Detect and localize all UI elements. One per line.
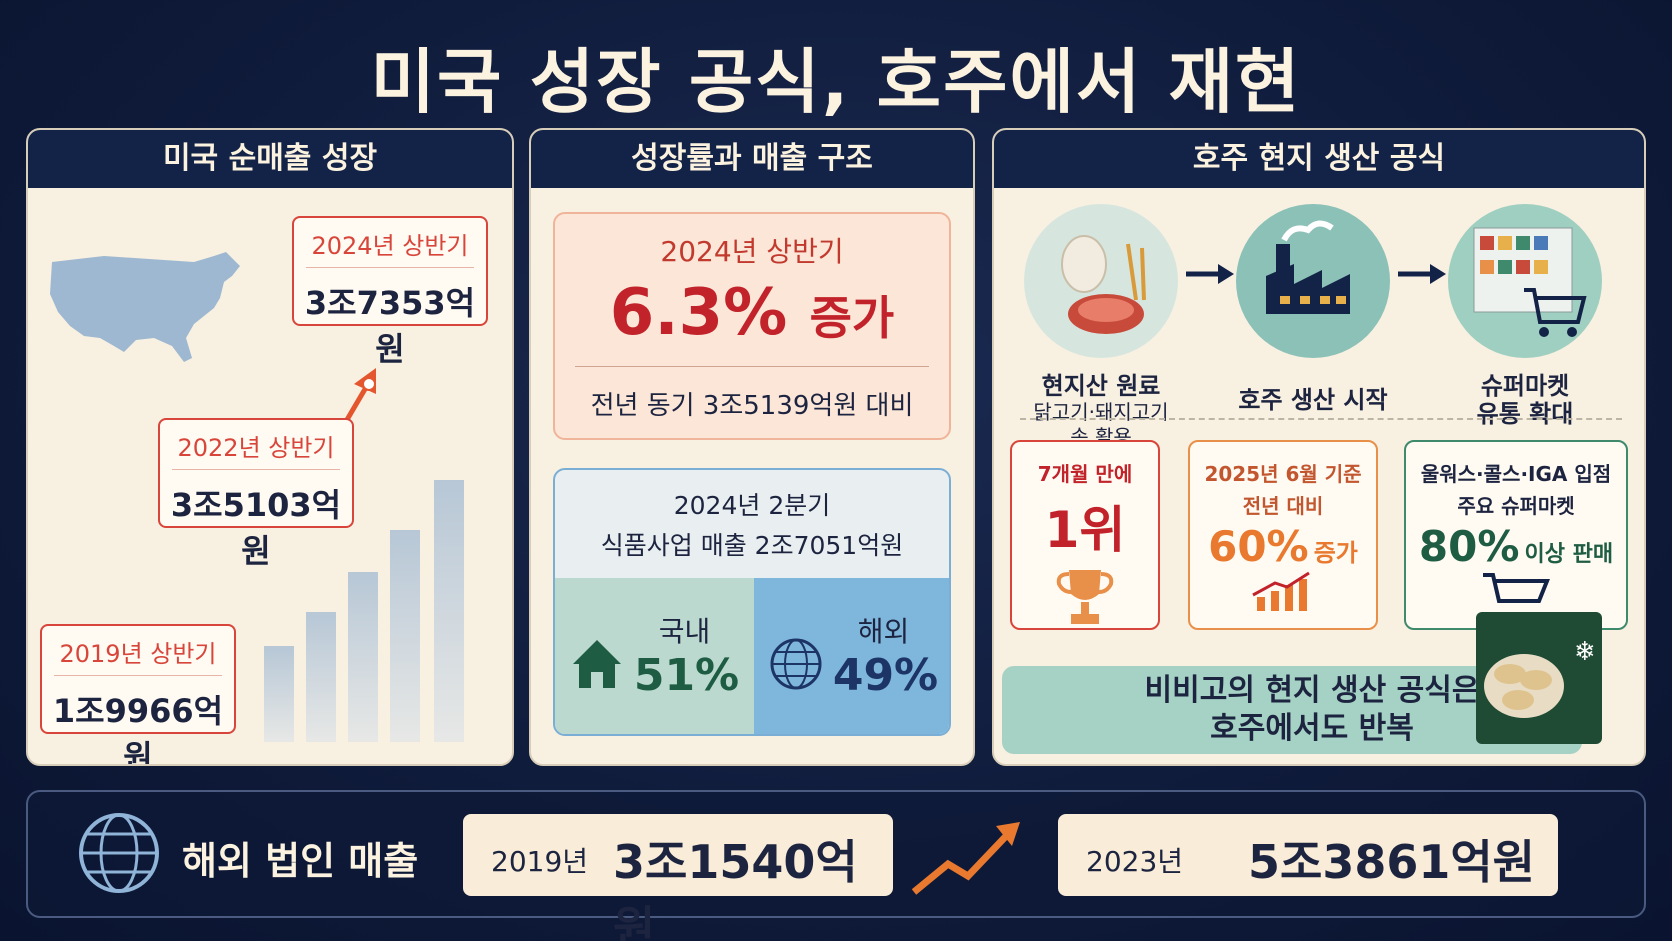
growth-suffix: 증가 bbox=[809, 291, 895, 345]
summary-line: 비비고의 현지 생산 공식은 bbox=[1144, 673, 1480, 708]
arrow-right-icon bbox=[1398, 264, 1446, 284]
sales-structure-box: 2024년 2분기 식품사업 매출 2조7051억원 국내 51% 해외 49% bbox=[553, 468, 951, 736]
stat-top: 2025년 6월 기준 전년 대비 bbox=[1190, 442, 1376, 522]
overseas-revenue-label: 해외 법인 매출 bbox=[182, 839, 419, 883]
growth-rate-box: 2024년 상반기 6.3% 증가 전년 동기 3조5139억원 대비 bbox=[553, 212, 951, 440]
trend-bar bbox=[390, 530, 420, 742]
rank-stat: 7개월 만에 1위 bbox=[1010, 440, 1160, 630]
summary-line: 호주에서도 반복 bbox=[1210, 711, 1414, 746]
stat-value-row: 60% 증가 bbox=[1190, 522, 1376, 571]
amount-value: 1조9966억원 bbox=[52, 692, 224, 766]
step-raw-materials: 현지산 원료 닭고기·돼지고기 속 활용 bbox=[1006, 372, 1196, 450]
revenue-2023: 2023년 5조3861억원 bbox=[1058, 814, 1558, 896]
meat-grain-icon bbox=[1061, 235, 1146, 334]
raw-ingredients-icon bbox=[1024, 204, 1178, 358]
year-label: 2023년 bbox=[1086, 845, 1184, 878]
australia-panel-header: 호주 현지 생산 공식 bbox=[994, 130, 1644, 188]
stat-big: 60% bbox=[1208, 522, 1309, 571]
sales-total: 식품사업 매출 2조7051억원 bbox=[600, 531, 904, 560]
arrow-right-icon bbox=[1186, 264, 1234, 284]
step-label-2: 유통 확대 bbox=[1476, 400, 1574, 428]
overseas-label: 해외 bbox=[857, 615, 910, 648]
shopping-cart-icon bbox=[1473, 227, 1587, 337]
us-sales-2019: 2019년 상반기 1조9966억원 bbox=[40, 624, 236, 764]
page-title: 미국 성장 공식, 호주에서 재현 bbox=[370, 41, 1302, 123]
growth-panel: 성장률과 매출 구조 2024년 상반기 6.3% 증가 전년 동기 3조513… bbox=[529, 128, 975, 766]
amount-value: 3조7353억원 bbox=[304, 284, 476, 368]
stat-top-line: 전년 대비 bbox=[1242, 494, 1324, 518]
stat-top-line: 2025년 6월 기준 bbox=[1204, 462, 1362, 486]
trend-up-icon bbox=[911, 822, 1020, 895]
divider bbox=[575, 366, 929, 367]
growth-period: 2024년 상반기 bbox=[660, 235, 844, 268]
growth-rate: 6.3% bbox=[609, 276, 788, 350]
step-label: 현지산 원료 bbox=[1041, 372, 1161, 400]
svg-text:❄: ❄ bbox=[1574, 637, 1596, 667]
year-label: 2019년 bbox=[491, 845, 589, 878]
trend-bar bbox=[306, 612, 336, 742]
globe-icon bbox=[770, 638, 822, 690]
revenue-2019: 2019년 3조1540억원 bbox=[463, 814, 893, 941]
domestic-share: 국내 51% bbox=[555, 578, 754, 734]
domestic-pct: 51% bbox=[633, 650, 740, 701]
dumpling-pack-icon: ❄ bbox=[1476, 612, 1602, 744]
overseas-revenue-bar: 해외 법인 매출 2019년 3조1540억원 2023년 5조3861억원 bbox=[26, 790, 1646, 941]
house-icon bbox=[573, 640, 621, 688]
trend-bar bbox=[434, 480, 464, 742]
revenue-value: 5조3861억원 bbox=[1248, 835, 1535, 889]
period-label: 2024년 상반기 bbox=[306, 218, 474, 268]
us-sales-panel: 미국 순매출 성장 2024년 상반기 3조7353억원 2022년 상반기 3… bbox=[26, 128, 514, 766]
us-sales-2022: 2022년 상반기 3조5103억원 bbox=[158, 418, 354, 570]
step-production: 호주 생산 시작 bbox=[1218, 386, 1408, 414]
stat-suffix: 이상 판매 bbox=[1524, 542, 1614, 567]
supermarket-stat: 울워스·콜스·IGA 입점 주요 슈퍼마켓 80% 이상 판매 bbox=[1404, 440, 1628, 630]
sales-period: 2024년 2분기 bbox=[673, 491, 831, 520]
us-sales-2024: 2024년 상반기 3조7353억원 bbox=[292, 216, 488, 368]
step-label: 호주 생산 시작 bbox=[1238, 386, 1388, 414]
factory-circle bbox=[1236, 204, 1390, 358]
amount-value: 3조5103억원 bbox=[170, 486, 342, 570]
globe-icon bbox=[79, 813, 159, 893]
trend-bar bbox=[348, 572, 378, 742]
stat-value-row: 80% 이상 판매 bbox=[1406, 522, 1626, 571]
growth-value: 6.3% 증가 bbox=[555, 270, 949, 350]
step-distribution: 슈퍼마켓 유통 확대 bbox=[1430, 372, 1620, 428]
stat-big: 80% bbox=[1418, 522, 1520, 571]
stat-top-line: 울워스·콜스·IGA 입점 bbox=[1420, 462, 1612, 486]
us-panel-header: 미국 순매출 성장 bbox=[28, 130, 512, 188]
stat-top: 울워스·콜스·IGA 입점 주요 슈퍼마켓 bbox=[1406, 442, 1626, 522]
australia-panel: 호주 현지 생산 공식 bbox=[992, 128, 1646, 766]
us-map-icon bbox=[50, 252, 240, 362]
step-sub: 닭고기·돼지고기 bbox=[1033, 400, 1169, 424]
growth-panel-header: 성장률과 매출 구조 bbox=[531, 130, 973, 188]
stat-suffix: 증가 bbox=[1313, 539, 1358, 567]
domestic-label: 국내 bbox=[658, 615, 711, 648]
step-label: 슈퍼마켓 bbox=[1480, 372, 1570, 400]
sales-header: 2024년 2분기 식품사업 매출 2조7051억원 bbox=[555, 470, 949, 578]
stat-top: 7개월 만에 bbox=[1037, 462, 1133, 486]
trend-bar bbox=[264, 646, 294, 742]
growth-baseline: 전년 동기 3조5139억원 대비 bbox=[590, 391, 914, 421]
period-label: 2019년 상반기 bbox=[54, 626, 222, 676]
period-label: 2022년 상반기 bbox=[172, 420, 340, 470]
divider bbox=[1020, 418, 1622, 420]
growth-stat: 2025년 6월 기준 전년 대비 60% 증가 bbox=[1188, 440, 1378, 630]
cart-icon bbox=[1483, 573, 1550, 603]
trophy-icon bbox=[1056, 570, 1114, 624]
overseas-share: 해외 49% bbox=[754, 578, 949, 734]
overseas-pct: 49% bbox=[832, 650, 939, 701]
factory-icon bbox=[1266, 220, 1350, 314]
stat-top-line: 주요 슈퍼마켓 bbox=[1457, 494, 1575, 518]
growth-chart-icon bbox=[1252, 571, 1310, 611]
supermarket-circle bbox=[1448, 204, 1602, 358]
stat-big: 1위 bbox=[1044, 501, 1126, 559]
revenue-value: 3조1540억원 bbox=[613, 835, 858, 941]
